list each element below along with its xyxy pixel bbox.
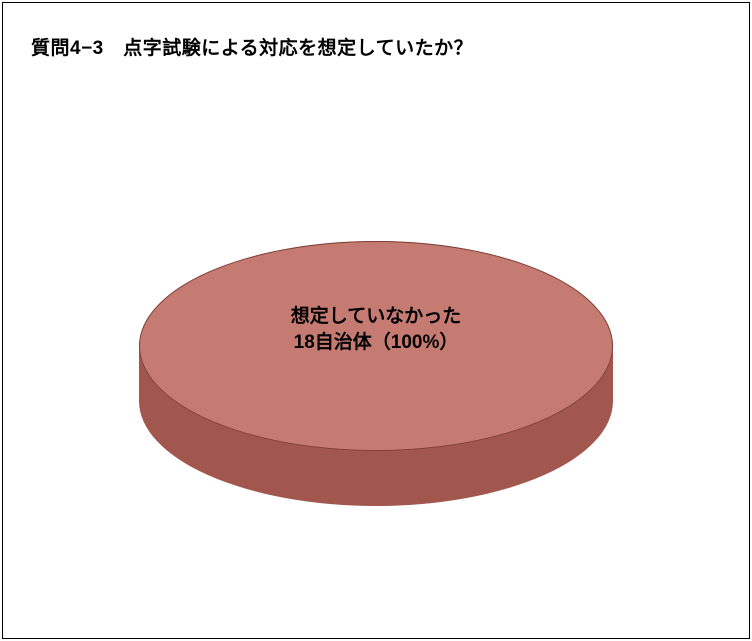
slice-label-line1: 想定していなかった [291,306,461,327]
slice-label: 想定していなかった 18自治体（100%） [291,304,461,355]
chart-title: 質問4−3 点字試験による対応を想定していたか？ [31,33,473,60]
slice-label-line2: 18自治体（100%） [294,332,459,353]
chart-frame: 質問4−3 点字試験による対応を想定していたか？ 想定していなかった 18自治体… [2,2,750,639]
pie-chart: 想定していなかった 18自治体（100%） [116,201,636,541]
